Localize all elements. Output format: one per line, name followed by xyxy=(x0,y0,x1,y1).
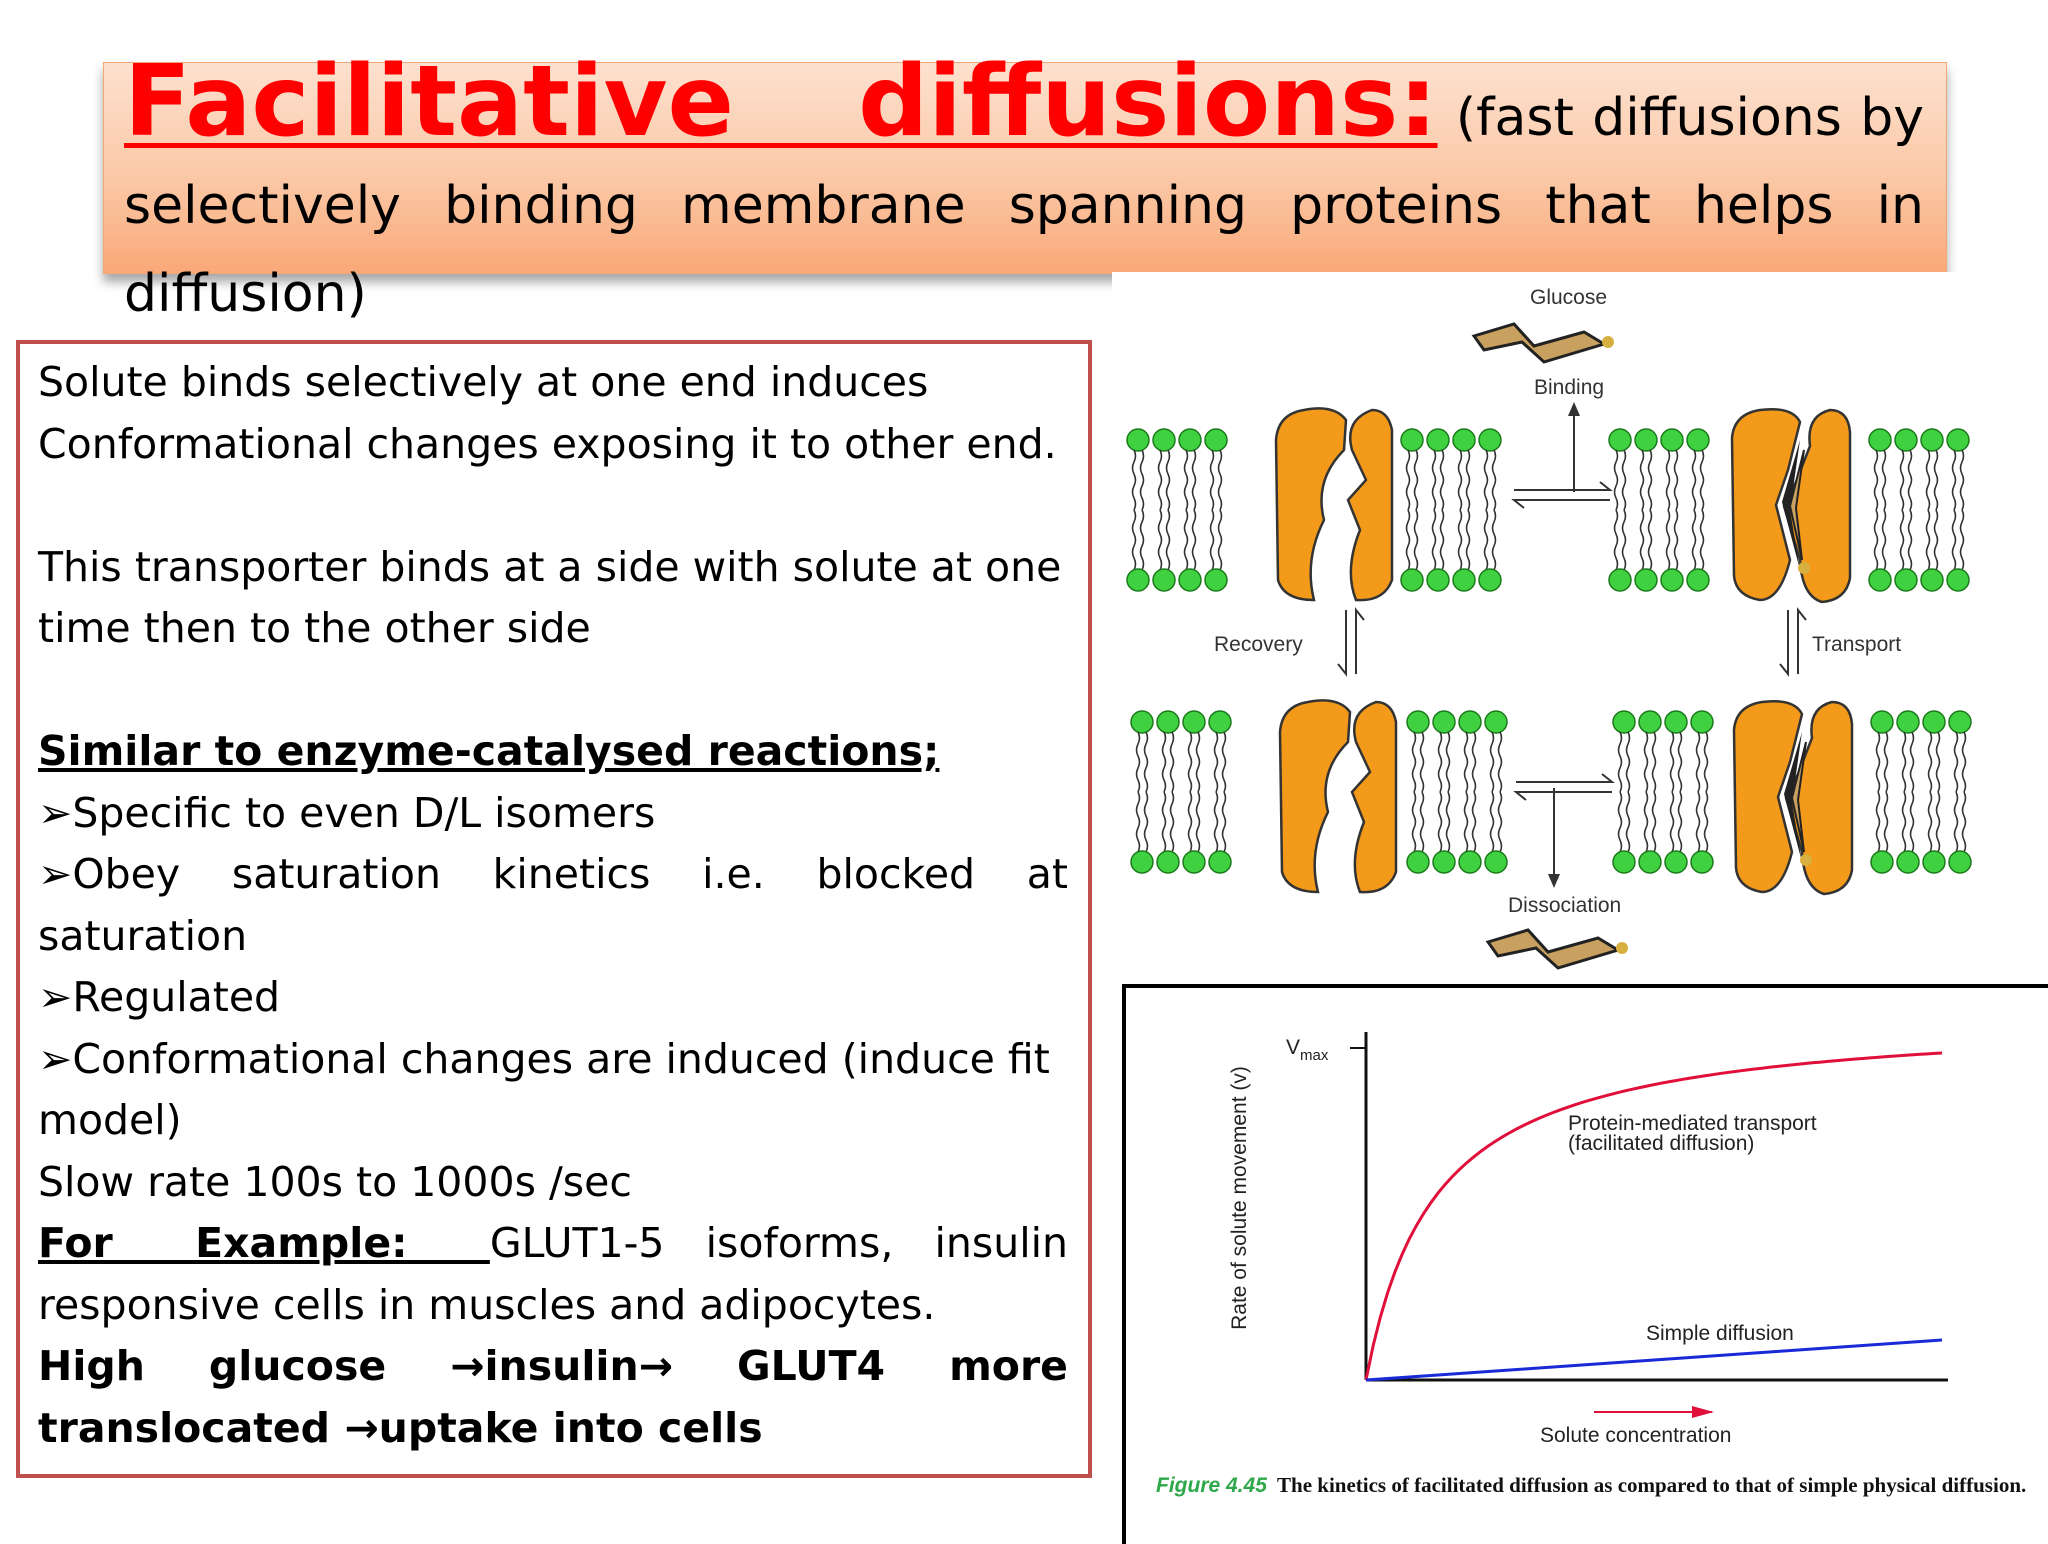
example-line: For Example: GLUT1-5 isoforms, insulin xyxy=(38,1213,1068,1275)
bullet-continuation: model) xyxy=(38,1096,182,1144)
glucose-text: uptake into cells xyxy=(378,1403,763,1452)
bullet-item: ➢Conformational changes are induced (ind… xyxy=(38,1029,1068,1091)
label-dissociation: Dissociation xyxy=(1508,894,1621,917)
bullet-text: Regulated xyxy=(72,973,281,1021)
glucose-line-2: translocated →uptake into cells xyxy=(38,1398,1068,1460)
bullet-text: Conformational changes are induced (indu… xyxy=(72,1034,1050,1083)
glucose-line: High glucose →insulin→ GLUT4 more xyxy=(38,1336,1068,1398)
bullet-continuation: saturation xyxy=(38,911,248,960)
content-box xyxy=(16,340,1092,1478)
paragraph-line: responsive cells in muscles and adipocyt… xyxy=(38,1280,936,1329)
figure-caption: Figure 4.45 The kinetics of facilitated … xyxy=(1156,1472,2046,1499)
membrane-state-open-outside xyxy=(1127,407,1501,602)
label-recovery: Recovery xyxy=(1214,633,1303,656)
y-axis-label: Rate of solute movement (v) xyxy=(1228,1066,1251,1330)
spacer xyxy=(38,475,1068,537)
vmax-tick-label: V xyxy=(1286,1036,1300,1059)
series-simple-label: Simple diffusion xyxy=(1646,1322,1794,1345)
right-arrow-icon: → xyxy=(450,1342,485,1390)
label-transport: Transport xyxy=(1812,633,1901,656)
label-glucose: Glucose xyxy=(1530,286,1607,309)
series-facilitated-label: Protein-mediated transport xyxy=(1568,1112,1817,1135)
content-text: Solute binds selectively at one end indu… xyxy=(38,352,1068,1459)
vmax-label: Vmax xyxy=(1286,1036,1329,1064)
heading-text: Similar to enzyme-catalysed reactions; xyxy=(38,727,940,775)
slide-title: Facilitative diffusions: (fast diffusion… xyxy=(124,45,1924,338)
x-axis-arrowhead-icon xyxy=(1692,1406,1714,1418)
kinetics-graph-panel xyxy=(1122,984,2048,1544)
bullet-text: Obey saturation kinetics i.e. blocked at xyxy=(72,850,1068,898)
paragraph-line: Conformational changes exposing it to ot… xyxy=(38,419,1057,468)
paragraph-line: Solute binds selectively at one end indu… xyxy=(38,358,929,406)
bullet-item: ➢Obey saturation kinetics i.e. blocked a… xyxy=(38,844,1068,906)
right-arrow-icon: → xyxy=(638,1342,673,1390)
binding-arrowhead-icon xyxy=(1568,402,1580,416)
label-binding: Binding xyxy=(1534,376,1604,399)
dissociation-arrowhead-icon xyxy=(1548,874,1560,888)
title-main: Facilitative diffusions: xyxy=(124,45,1438,159)
glucose-molecule-icon xyxy=(1486,928,1630,970)
section-heading: Similar to enzyme-catalysed reactions; xyxy=(38,721,1068,783)
x-axis-label: Solute concentration xyxy=(1540,1424,1731,1447)
glucose-molecule-icon xyxy=(1472,322,1616,364)
equilibrium-arrows-right-icon xyxy=(1779,607,1807,677)
spacer xyxy=(38,660,1068,722)
title-line-3: diffusion) xyxy=(124,264,367,324)
transport-cycle-diagram: Glucose Binding Recovery Transport xyxy=(1112,272,2048,980)
title-line-2: selectively binding membrane spanning pr… xyxy=(124,176,1924,236)
glucose-text: translocated xyxy=(38,1403,345,1452)
equilibrium-arrows-left-icon xyxy=(1337,607,1365,677)
bullet-arrow-icon: ➢ xyxy=(38,973,73,1021)
membrane-state-open-inside xyxy=(1131,699,1507,894)
membrane-state-bound-inside xyxy=(1613,699,1971,896)
bullet-item: ➢Specific to even D/L isomers xyxy=(38,783,1068,845)
bullet-arrow-icon: ➢ xyxy=(38,850,73,898)
bullet-text: Specific to even D/L isomers xyxy=(72,788,656,837)
right-arrow-icon: → xyxy=(344,1403,379,1452)
example-label: For Example: xyxy=(38,1219,490,1267)
equilibrium-arrows-top-icon xyxy=(1511,481,1613,509)
series-simple-line xyxy=(1365,1338,1943,1382)
series-facilitated-label-2: (facilitated diffusion) xyxy=(1568,1132,1754,1155)
title-sub-word: diffusions xyxy=(1592,88,1842,148)
figure-caption-text: The kinetics of facilitated diffusion as… xyxy=(1277,1473,2027,1497)
bullet-arrow-icon: ➢ xyxy=(38,788,73,837)
bullet-item: ➢Regulated xyxy=(38,967,1068,1029)
paragraph-line: This transporter binds at a side with so… xyxy=(38,542,1062,591)
membrane-state-bound xyxy=(1609,407,1969,604)
glucose-text: insulin xyxy=(484,1342,639,1390)
paragraph-line: time then to the other side xyxy=(38,604,591,652)
title-sub-word: by xyxy=(1860,88,1924,148)
kinetics-chart: Vmax Rate of solute movement (v) Solute … xyxy=(1228,1032,1948,1447)
glucose-text: High glucose xyxy=(38,1342,451,1390)
figure-number: Figure 4.45 xyxy=(1156,1474,1267,1497)
title-sub-word: (fast xyxy=(1455,88,1574,148)
paragraph-line: Slow rate 100s to 1000s /sec xyxy=(38,1157,632,1206)
title-banner xyxy=(103,62,1947,274)
glucose-text: GLUT4 more xyxy=(673,1342,1068,1390)
bullet-arrow-icon: ➢ xyxy=(38,1034,73,1083)
example-text: GLUT1-5 isoforms, insulin xyxy=(489,1219,1068,1267)
title-line-1: Facilitative diffusions: (fast diffusion… xyxy=(124,45,1924,162)
equilibrium-arrows-bottom-icon xyxy=(1513,773,1615,801)
series-facilitated-line xyxy=(1364,1051,1943,1381)
